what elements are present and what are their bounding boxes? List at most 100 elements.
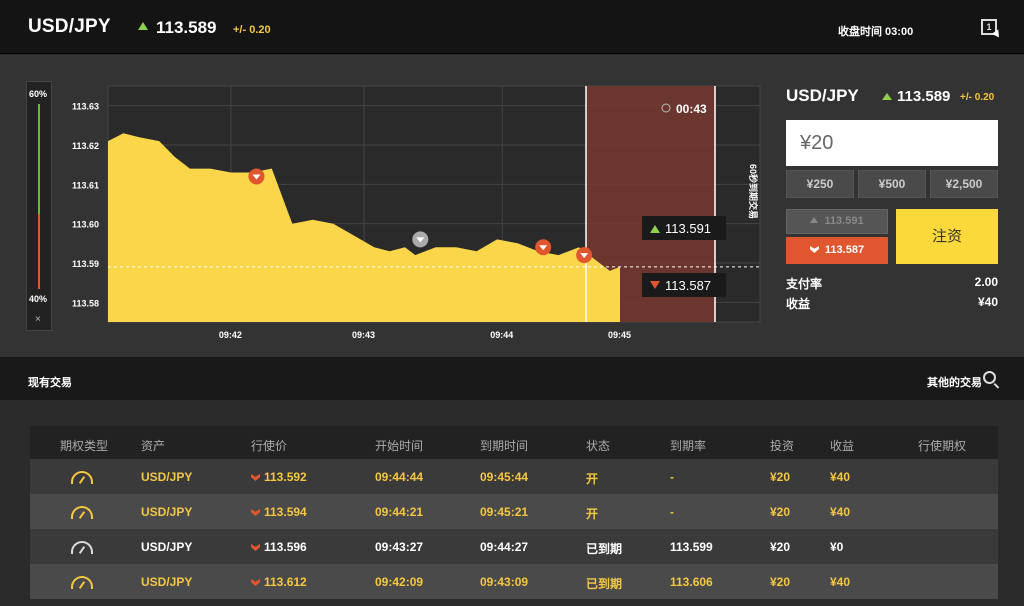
price-area [108, 133, 620, 322]
cell-rate: 113.606 [670, 575, 713, 589]
x-ticks: 09:42 09:43 09:44 09:45 [219, 330, 631, 340]
search-icon[interactable] [983, 371, 996, 384]
price-chart[interactable]: 113.63 113.62 113.61 113.60 113.59 113.58 09:… [60, 84, 765, 346]
cell-profit: ¥40 [830, 505, 851, 519]
profit-row: 收益 ¥40 [786, 295, 998, 312]
trades-header: 现有交易 其他的交易 [0, 357, 1024, 400]
y-ticks: 113.63 113.62 113.61 113.60 113.59 113.58 [72, 102, 99, 309]
cell-invest: ¥20 [770, 505, 791, 519]
current-price: 113.589 [156, 18, 217, 37]
payout-row: 支付率 2.00 [786, 275, 998, 292]
cell-start: 09:43:27 [375, 540, 424, 554]
cell-asset: USD/JPY [141, 540, 193, 554]
gauge-call-bar [38, 104, 40, 214]
gauge-top-label: 60% [29, 89, 48, 99]
col-profit: 收益 [830, 439, 855, 453]
y-tick-label: 113.63 [72, 102, 99, 112]
timer-icon [71, 471, 93, 484]
put-button[interactable]: 113.587 [786, 237, 888, 264]
timer-icon [71, 541, 93, 554]
cell-invest: ¥20 [770, 540, 791, 554]
call-button[interactable]: 113.591 [786, 209, 888, 234]
x-tick-label: 09:45 [608, 330, 631, 340]
panel-price: 113.589 [897, 88, 951, 105]
col-expiry: 到期时间 [480, 439, 529, 453]
timer-icon [71, 506, 93, 519]
panel-price-up-icon [882, 93, 892, 100]
profit-value: ¥40 [977, 295, 998, 309]
cell-start: 09:44:21 [375, 505, 424, 519]
cell-profit: ¥40 [830, 470, 851, 484]
close-time: 收盘时间 03:00 [838, 26, 914, 38]
trade-marker-arrow [252, 174, 261, 180]
cell-strike: 113.592 [251, 470, 307, 484]
put-arrow-icon [650, 281, 660, 289]
cell-expiry: 09:45:44 [480, 470, 529, 484]
preset-2500-button[interactable]: ¥2,500 [930, 170, 998, 198]
call-arrow-icon [650, 225, 660, 233]
other-trades-link[interactable]: 其他的交易 [927, 377, 982, 389]
y-tick-label: 113.61 [72, 180, 99, 190]
x-tick-label: 09:42 [219, 330, 242, 340]
x-tick-label: 09:44 [490, 330, 513, 340]
cell-status: 已到期 [586, 542, 623, 556]
cell-invest: ¥20 [770, 575, 791, 589]
put-arrow-icon [251, 474, 260, 481]
cell-start: 09:44:44 [375, 470, 424, 484]
cell-start: 09:42:09 [375, 575, 424, 589]
gauge-put-bar [38, 214, 40, 289]
cell-rate: 113.599 [670, 540, 713, 554]
table-row[interactable]: USD/JPY 113.594 09:44:21 09:45:21 开 - ¥2… [30, 494, 998, 529]
payout-label: 支付率 [786, 277, 823, 291]
put-button-label: 113.587 [824, 244, 865, 256]
profit-label: 收益 [786, 297, 811, 311]
sentiment-gauge: 60% 40% × [26, 81, 52, 331]
col-exercise: 行使期权 [918, 439, 967, 453]
cell-profit: ¥40 [830, 575, 851, 589]
col-rate: 到期率 [670, 439, 707, 453]
top-bar: USD/JPY 113.589 +/- 0.20 收盘时间 03:00 1 [0, 0, 1024, 54]
cell-asset: USD/JPY [141, 505, 193, 519]
cell-invest: ¥20 [770, 470, 791, 484]
col-option-type: 期权类型 [60, 439, 109, 453]
new-window-icon[interactable]: 1 [981, 19, 997, 35]
payout-value: 2.00 [974, 275, 998, 289]
amount-input[interactable] [786, 120, 998, 166]
y-tick-label: 113.59 [72, 259, 99, 269]
col-invest: 投资 [770, 439, 795, 453]
cell-rate: - [670, 505, 674, 519]
countdown-timer: 00:43 [676, 102, 707, 116]
y-tick-label: 113.58 [72, 298, 99, 308]
price-change: +/- 0.20 [233, 24, 271, 36]
table-row[interactable]: USD/JPY 113.596 09:43:27 09:44:27 已到期 11… [30, 529, 998, 564]
put-arrow-icon [809, 246, 819, 253]
table-row[interactable]: USD/JPY 113.612 09:42:09 09:43:09 已到期 11… [30, 564, 998, 599]
put-arrow-icon [251, 579, 260, 586]
invest-button[interactable]: 注资 [896, 209, 998, 264]
table-header: 期权类型 资产 行使价 开始时间 到期时间 状态 到期率 投资 收益 行使期权 [30, 426, 998, 459]
gauge-close-icon[interactable]: × [35, 314, 41, 325]
put-arrow-icon [251, 509, 260, 516]
cell-asset: USD/JPY [141, 470, 193, 484]
preset-250-button[interactable]: ¥250 [786, 170, 854, 198]
cell-asset: USD/JPY [141, 575, 193, 589]
cell-expiry: 09:44:27 [480, 540, 529, 554]
cell-status: 开 [586, 472, 599, 486]
cell-strike: 113.596 [251, 540, 307, 554]
col-status: 状态 [586, 439, 611, 453]
y-tick-label: 113.60 [72, 220, 99, 230]
price-up-icon [138, 22, 148, 30]
preset-500-button[interactable]: ¥500 [858, 170, 926, 198]
gauge-bottom-label: 40% [29, 294, 48, 304]
trade-marker-arrow [416, 237, 425, 243]
asset-pair: USD/JPY [28, 16, 111, 37]
table-row[interactable]: USD/JPY 113.592 09:44:44 09:45:44 开 - ¥2… [30, 459, 998, 494]
cell-expiry: 09:43:09 [480, 575, 529, 589]
call-arrow-icon [810, 217, 819, 223]
col-start: 开始时间 [375, 439, 424, 453]
trades-title: 现有交易 [28, 377, 72, 389]
panel-asset-pair: USD/JPY [786, 86, 859, 105]
cell-status: 开 [586, 507, 599, 521]
cell-strike: 113.594 [251, 505, 307, 519]
countdown-group: 00:43 [661, 102, 707, 116]
